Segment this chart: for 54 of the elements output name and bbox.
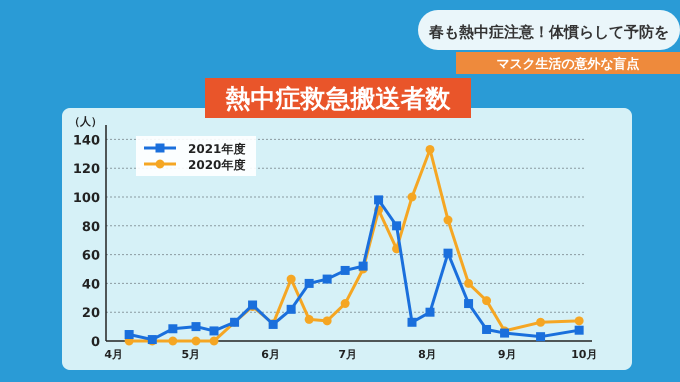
point <box>574 326 584 335</box>
point <box>464 299 474 308</box>
point <box>444 216 452 225</box>
point <box>168 324 178 334</box>
text: 春も熱中症注意！体慣らして予防を <box>428 23 669 41</box>
point <box>168 336 178 346</box>
x-tick-label: 4月 <box>104 348 124 361</box>
point <box>482 324 492 334</box>
y-tick-label: 60 <box>82 248 100 264</box>
point <box>574 316 584 326</box>
point <box>192 322 200 332</box>
x-tick-label: 6月 <box>261 348 280 361</box>
point <box>286 274 296 284</box>
point <box>426 144 434 154</box>
point <box>210 326 218 336</box>
point <box>536 332 546 342</box>
y-tick-label: 0 <box>90 335 100 350</box>
y-tick-label: 20 <box>82 306 100 322</box>
point <box>124 330 134 340</box>
point <box>304 314 314 324</box>
point <box>286 304 296 314</box>
point <box>408 192 416 202</box>
point <box>464 278 474 288</box>
legend-label: 2021年度 <box>188 142 246 156</box>
point <box>340 299 350 308</box>
legend-label: 2020年度 <box>188 158 246 172</box>
point <box>340 266 350 275</box>
x-tick-label: 10月 <box>571 348 598 361</box>
point <box>358 262 368 271</box>
point <box>444 248 452 258</box>
point <box>322 316 332 326</box>
point <box>392 221 402 230</box>
y-tick-label: 140 <box>72 133 100 148</box>
y-tick-label: 40 <box>82 277 100 292</box>
y-tick-label: 120 <box>72 162 100 178</box>
point <box>192 336 200 346</box>
x-tick-label: 9月 <box>498 348 516 361</box>
text: マスク生活の意外な盲点 <box>496 56 640 72</box>
chart-title: 熱中症救急搬送者数 <box>224 84 452 113</box>
y-tick-label: 100 <box>72 191 100 206</box>
point <box>482 296 492 306</box>
point <box>304 278 314 288</box>
point <box>408 318 416 327</box>
y-tick-label: 80 <box>82 220 100 235</box>
x-tick-label: 5月 <box>182 348 200 361</box>
x-tick-label: 8月 <box>418 348 437 361</box>
point <box>322 274 332 284</box>
x-tick-label: 7月 <box>338 348 358 361</box>
point <box>500 328 510 338</box>
y-axis-title: （人） <box>69 115 102 128</box>
point <box>536 318 546 327</box>
point <box>210 336 218 346</box>
point <box>374 195 384 204</box>
point <box>426 308 434 317</box>
